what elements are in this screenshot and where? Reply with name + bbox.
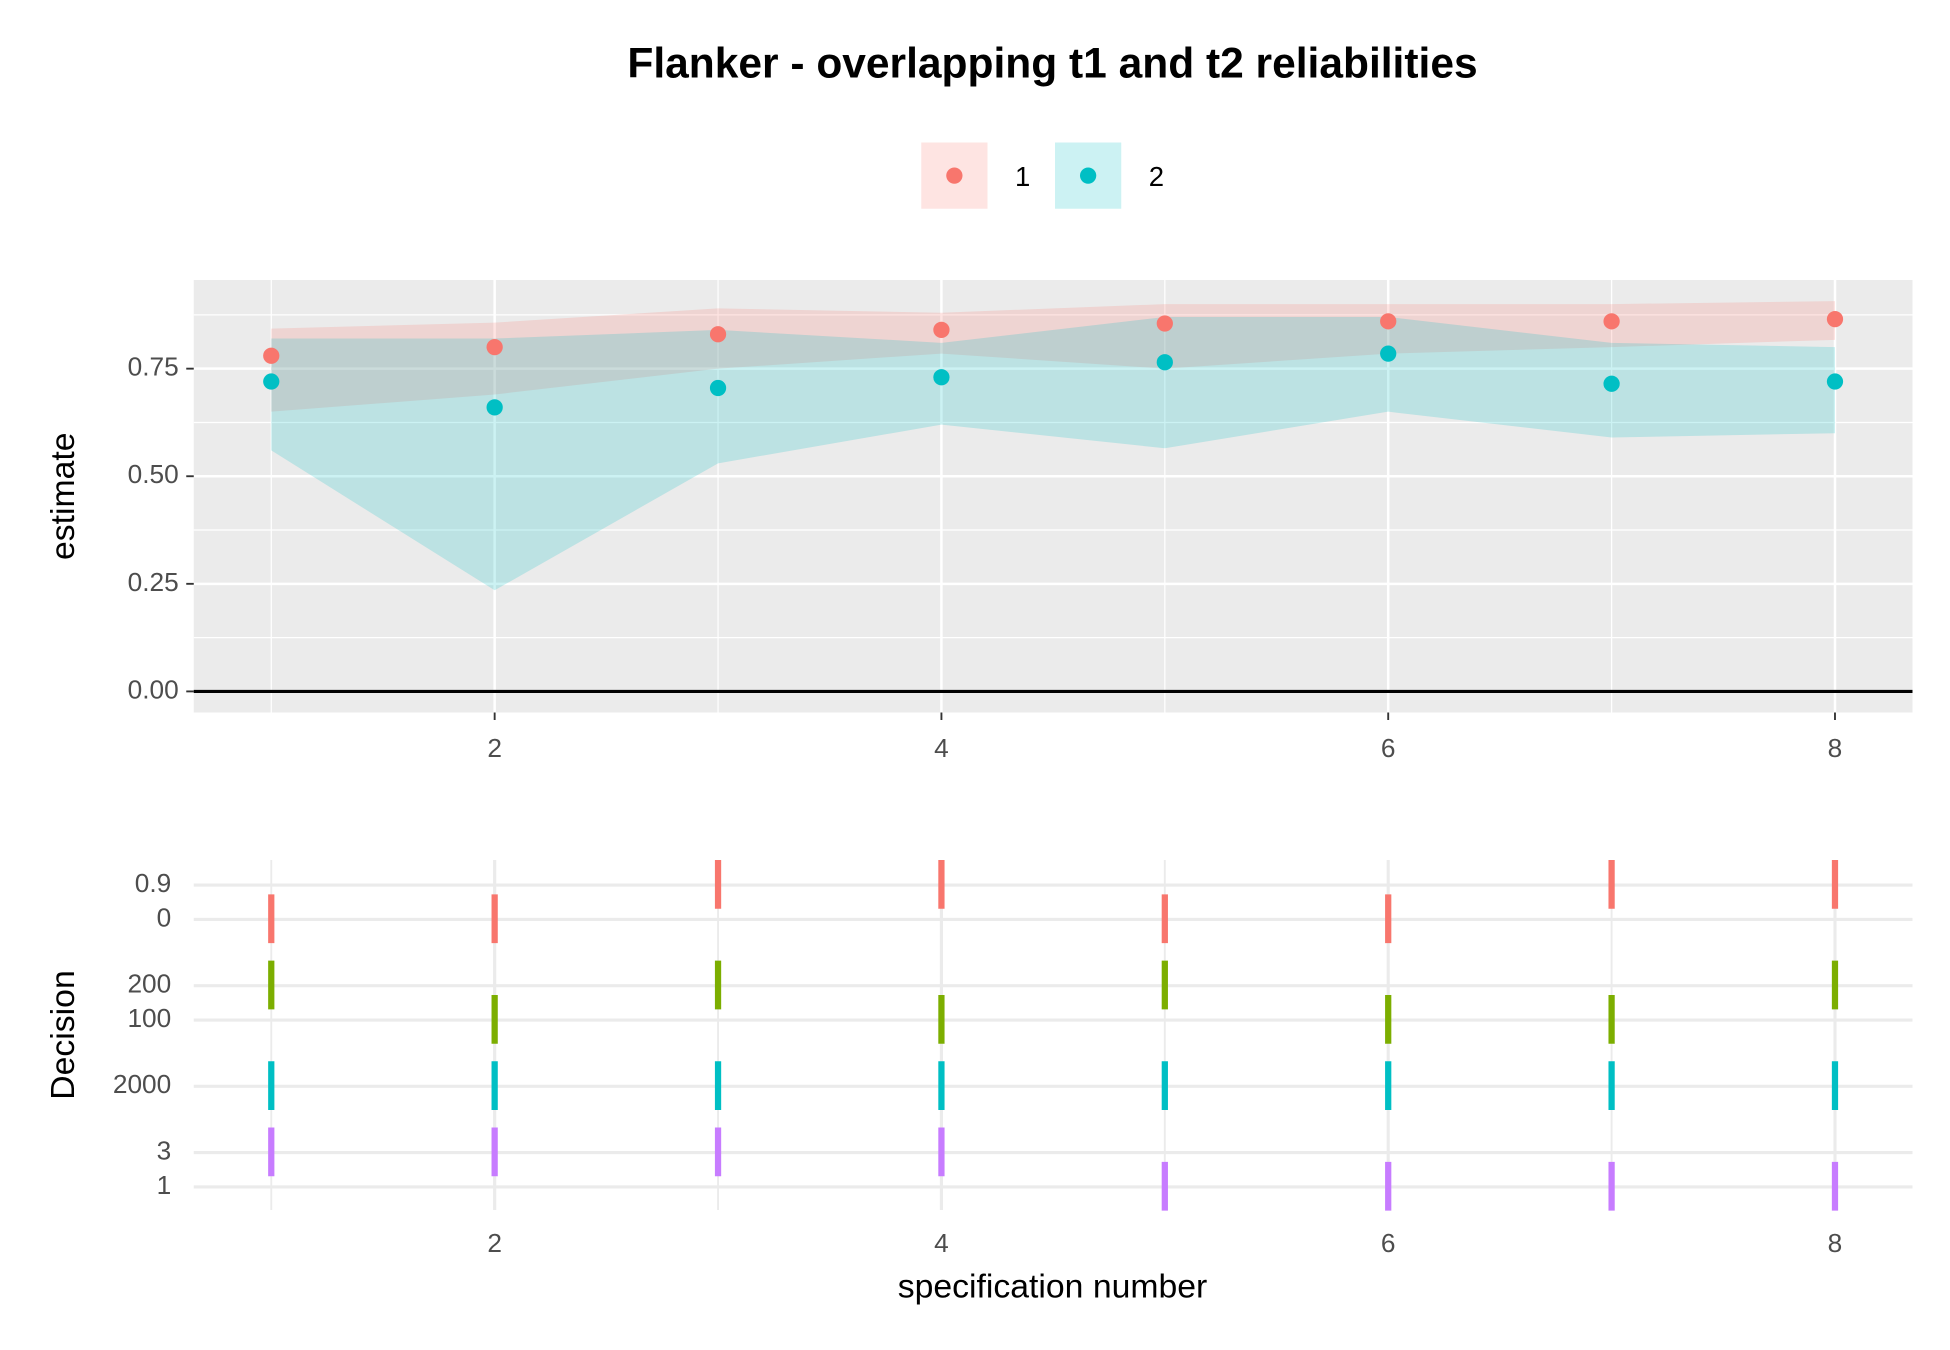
ribbon: [271, 301, 1835, 412]
x-tick-label: 2: [487, 1228, 502, 1258]
legend-label: 2: [1149, 161, 1164, 192]
x-tick-label: 8: [1828, 733, 1843, 763]
chart-title: Flanker - overlapping t1 and t2 reliabil…: [627, 40, 1477, 87]
y-tick-label: 0.50: [128, 459, 179, 489]
point: [709, 379, 727, 397]
legend-label: 1: [1015, 161, 1030, 192]
ribbon: [271, 317, 1835, 591]
x-tick-label: 6: [1381, 1228, 1396, 1258]
point: [709, 326, 727, 343]
legend-point: [1080, 167, 1097, 184]
y-tick-label: 0: [157, 902, 172, 932]
y-tick-label: 2000: [113, 1069, 171, 1099]
point: [1156, 354, 1173, 371]
legend-point: [946, 167, 963, 184]
y-tick-label: 3: [157, 1135, 172, 1165]
point: [1603, 313, 1620, 330]
x-tick-label: 4: [934, 1228, 949, 1258]
x-tick-label: 6: [1381, 733, 1396, 763]
y-tick-label: 0.00: [128, 674, 179, 704]
x-tick-label: 2: [487, 733, 502, 763]
point: [263, 373, 280, 390]
panel-background: [193, 280, 1913, 713]
x-tick-label: 8: [1828, 1228, 1843, 1258]
y-axis-title: Decision: [44, 970, 82, 1099]
y-tick-label: 0.9: [135, 868, 172, 898]
y-tick-label: 0.75: [128, 352, 179, 382]
point: [933, 369, 950, 386]
x-axis-title: specification number: [898, 1268, 1208, 1306]
x-tick-label: 4: [934, 733, 949, 763]
point: [263, 347, 280, 364]
y-tick-label: 1: [157, 1170, 172, 1200]
y-tick-label: 100: [127, 1003, 171, 1033]
y-axis-title: estimate: [44, 432, 82, 560]
point: [1156, 315, 1173, 332]
point: [486, 339, 503, 356]
y-tick-label: 0.25: [128, 567, 179, 597]
point: [1826, 373, 1844, 390]
point: [933, 321, 950, 339]
point: [1826, 311, 1844, 328]
y-tick-label: 200: [127, 969, 171, 999]
point: [1603, 375, 1620, 392]
point: [1380, 345, 1397, 362]
point: [1380, 313, 1397, 330]
point: [486, 399, 503, 416]
